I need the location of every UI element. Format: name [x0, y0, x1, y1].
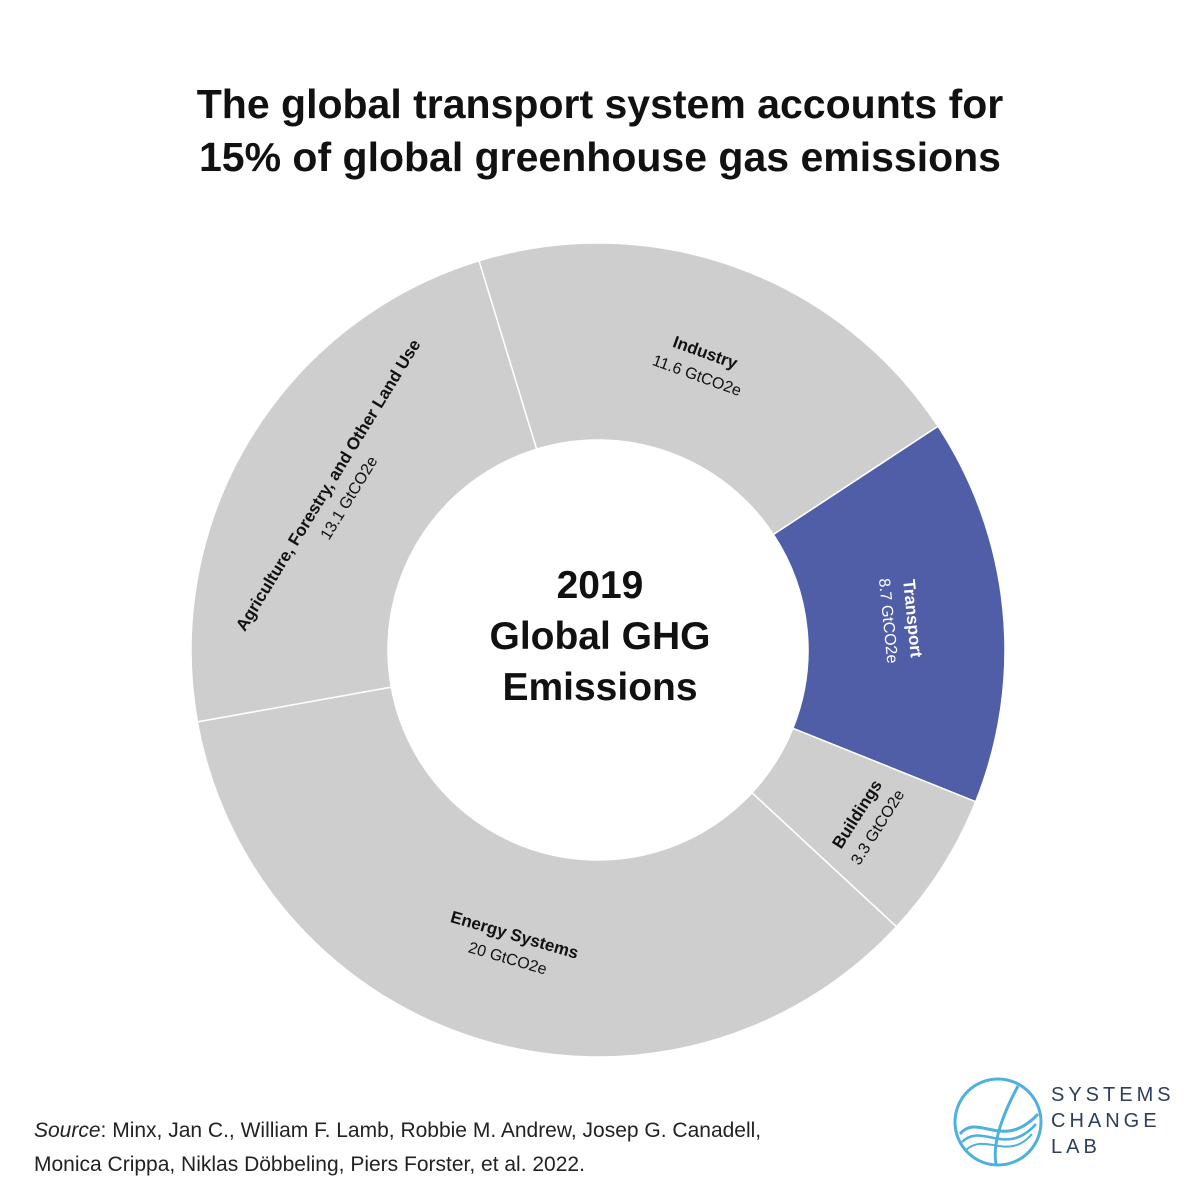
logo-line-1: SYSTEMS: [1051, 1084, 1175, 1106]
logo-mark-icon: [953, 1077, 1043, 1167]
donut-hole: [388, 440, 808, 860]
systems-change-lab-logo: SYSTEMS CHANGE LAB: [948, 1072, 1178, 1172]
source-label: Source: [34, 1119, 101, 1142]
center-label: 2019 Global GHG Emissions: [400, 560, 800, 713]
center-label-line-1: 2019: [556, 564, 644, 607]
logo-line-2: CHANGE: [1051, 1110, 1161, 1132]
source-citation: Source: Minx, Jan C., William F. Lamb, R…: [34, 1114, 934, 1182]
logo-wordmark: SYSTEMS CHANGE LAB: [1051, 1082, 1175, 1160]
donut-segment-industry: [478, 242, 940, 536]
source-text-line-2: Monica Crippa, Niklas Döbbeling, Piers F…: [34, 1153, 585, 1176]
chart-title-line-2: 15% of global greenhouse gas emissions: [198, 134, 1001, 180]
chart-title-line-1: The global transport system accounts for: [196, 81, 1004, 127]
logo-line-3: LAB: [1051, 1136, 1101, 1158]
source-text: : Minx, Jan C., William F. Lamb, Robbie …: [100, 1119, 762, 1142]
donut-segment-agriculture-forestry-and-other-land-use: [190, 259, 538, 723]
donut-segment-transport: [772, 425, 1006, 803]
center-label-line-3: Emissions: [502, 666, 698, 709]
center-label-line-2: Global GHG: [489, 615, 711, 658]
donut-segment-energy-systems: [196, 686, 898, 1058]
chart-title: The global transport system accounts for…: [0, 78, 1200, 184]
